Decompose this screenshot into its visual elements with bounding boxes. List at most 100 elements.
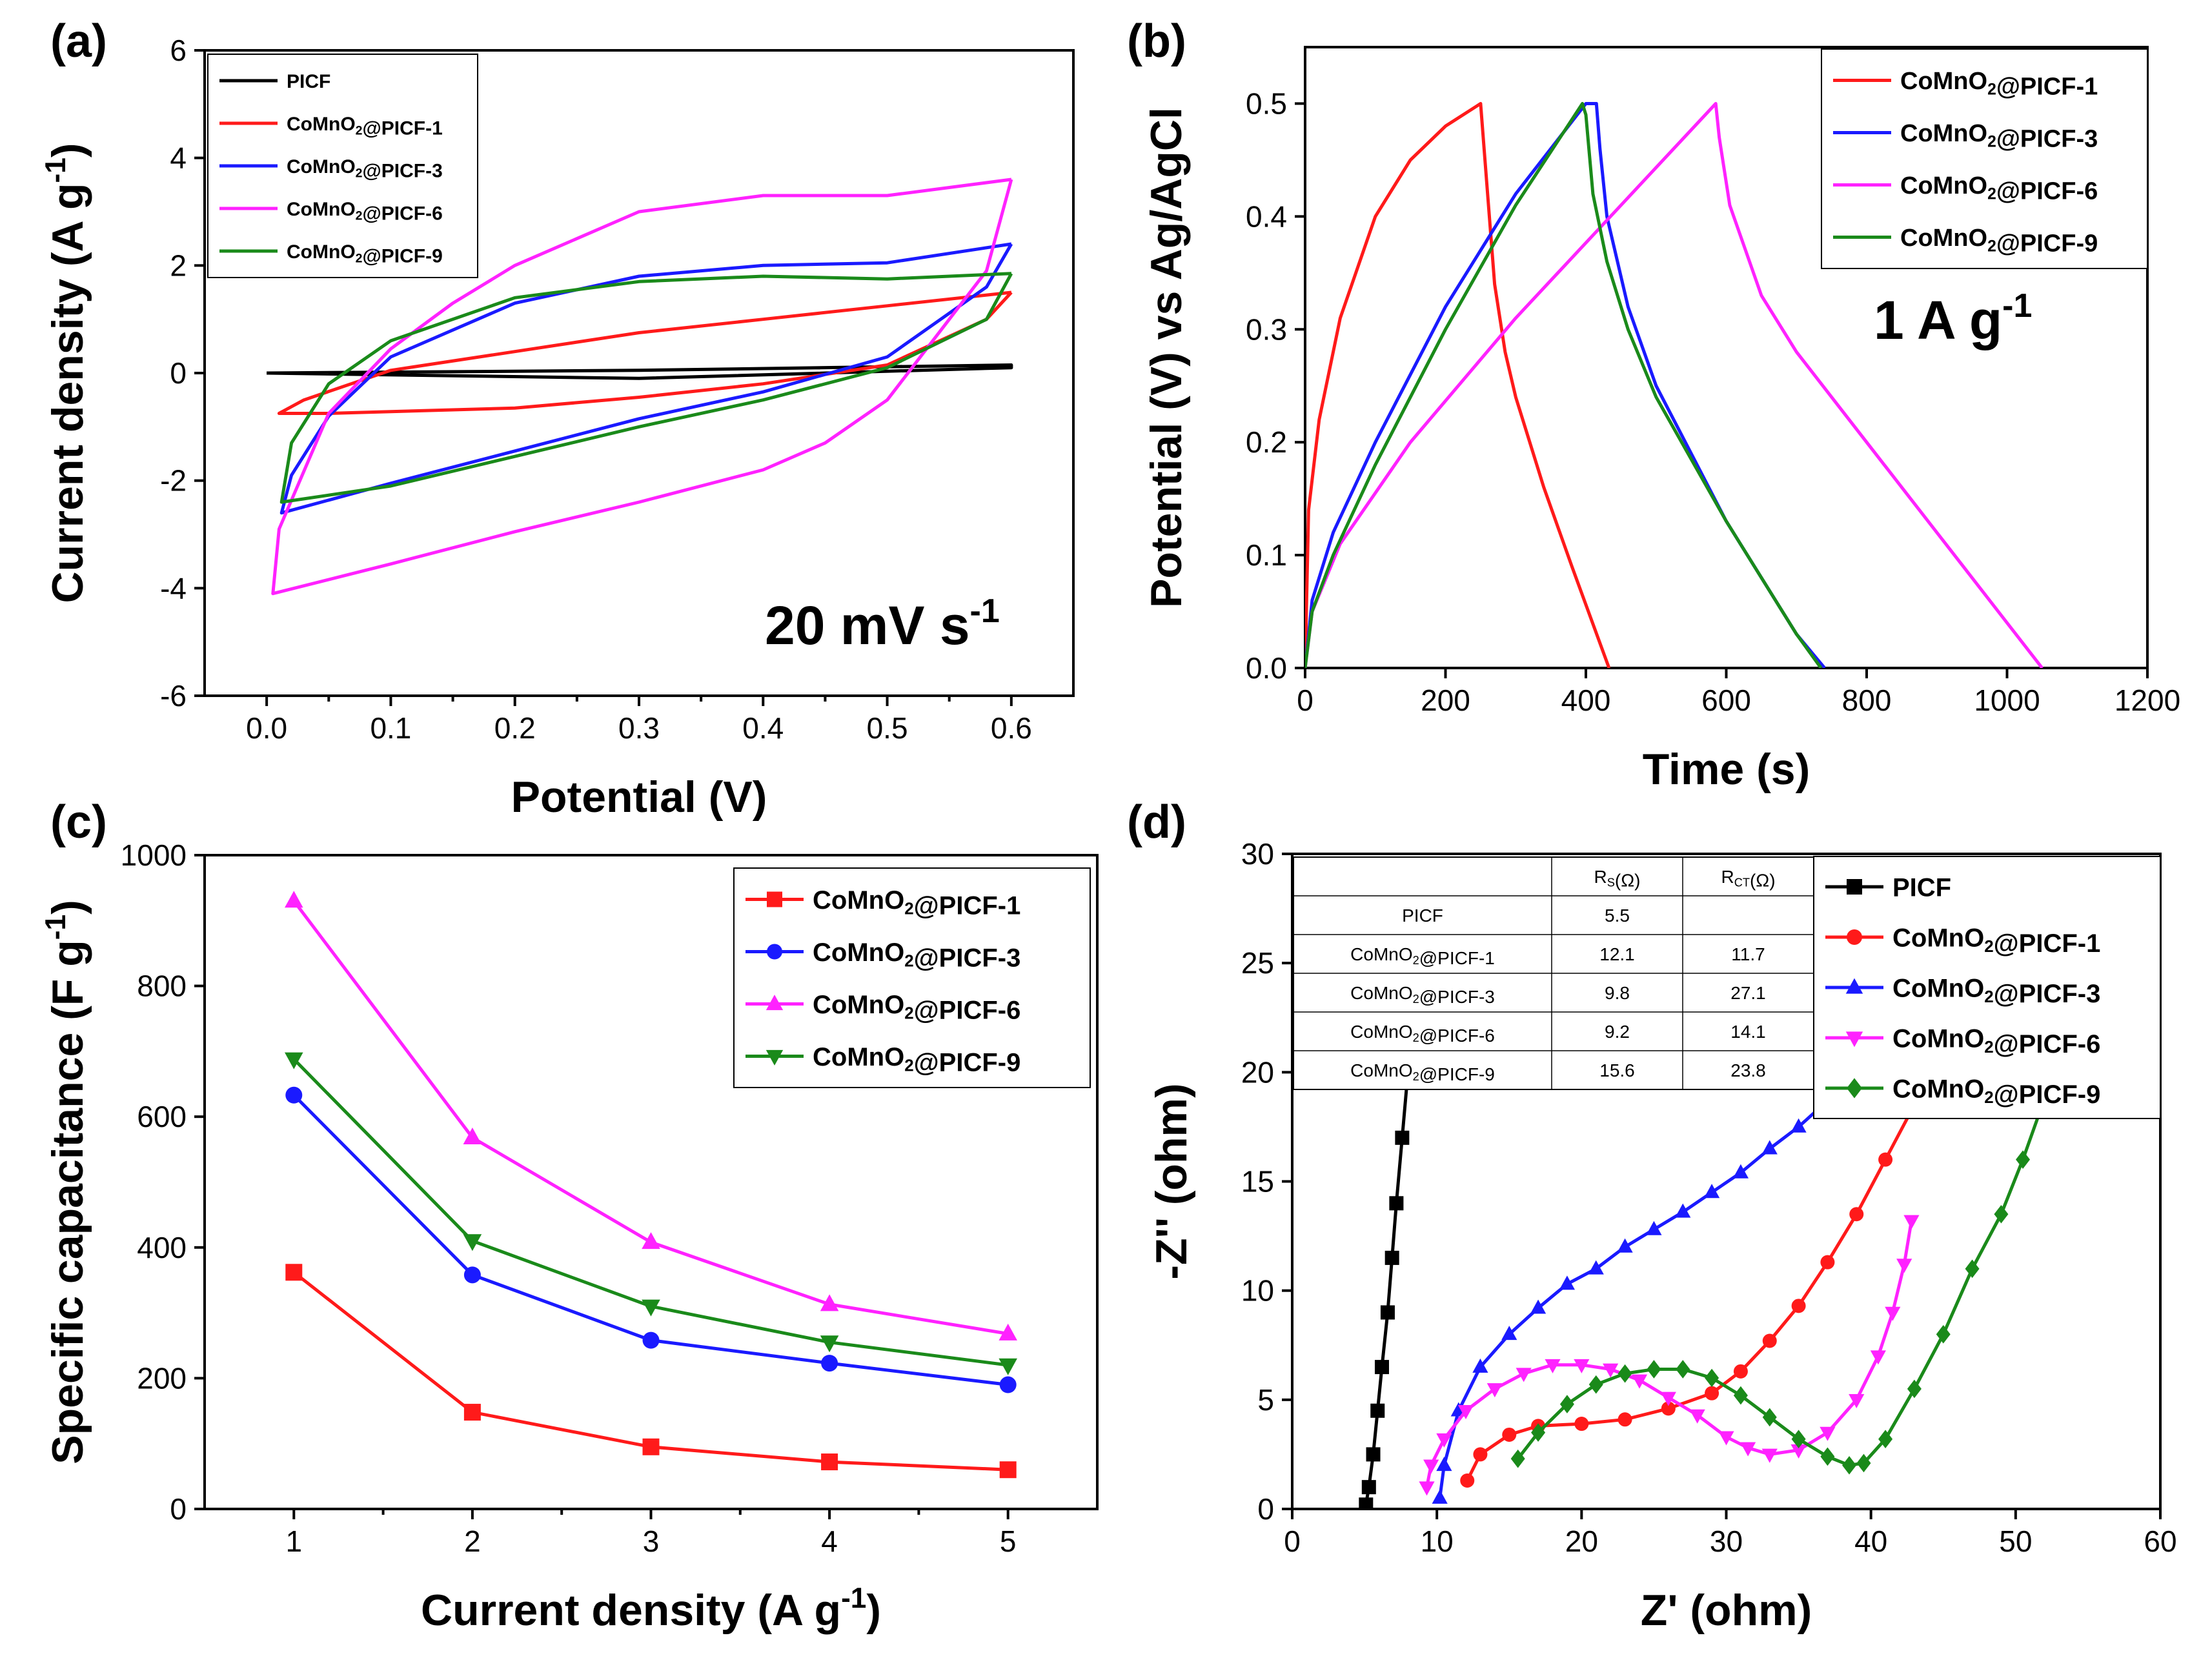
x-tick-label: 0.6 [991,711,1032,745]
data-point-comno2-picf-1 [1820,1255,1835,1270]
y-axis-label: -Z'' (ohm) [1147,1083,1196,1279]
data-point-comno2-picf-1 [1661,1401,1676,1416]
data-point-comno2-picf-1 [463,1404,481,1421]
data-point-comno2-picf-6 [1761,1448,1778,1463]
y-tick-label: -6 [160,679,187,713]
x-tick-label: 3 [643,1524,660,1558]
data-point-comno2-picf-1 [1473,1447,1488,1462]
y-tick-label: 0 [1257,1492,1274,1526]
legend-box [1821,48,2148,269]
data-point-comno2-picf-3 [1588,1260,1604,1275]
data-point-comno2-picf-1 [1618,1412,1632,1427]
x-tick-label: 0.5 [867,711,908,745]
data-point-comno2-picf-3 [1646,1220,1662,1235]
data-point-comno2-picf-6 [820,1294,839,1311]
data-point-comno2-picf-1 [1849,1207,1864,1222]
data-point-comno2-picf-1 [285,1264,303,1281]
series-line-comno2-picf-9 [279,272,1013,504]
inset-table-cell: 5.5 [1605,906,1630,926]
data-point-comno2-picf-9 [2016,1150,2031,1169]
data-point-comno2-picf-1 [1460,1473,1475,1488]
x-tick-label: 1000 [1974,683,2040,717]
legend-marker-comno2-picf-9 [766,1049,784,1066]
data-point-comno2-picf-6 [999,1323,1017,1341]
series-line-picf [1364,1072,1410,1505]
x-tick-label: 60 [2144,1524,2176,1558]
y-tick-label: -4 [160,571,187,605]
data-point-picf [1384,1250,1399,1265]
data-point-comno2-picf-3 [642,1331,660,1349]
x-tick-label: 1200 [2115,683,2180,717]
data-point-comno2-picf-1 [1733,1364,1748,1379]
data-point-comno2-picf-6 [1790,1444,1807,1459]
inset-table: RS(Ω) RCT(Ω) PICF 5.5 CoMnO2@PICF-1 12.1 11.7 C… [1293,856,1814,1090]
data-point-comno2-picf-9 [463,1234,482,1251]
inset-table-cell: 12.1 [1599,944,1635,964]
legend-marker-comno2-picf-9 [1847,1078,1862,1098]
data-point-picf [1395,1130,1410,1145]
y-tick-label: -2 [160,464,187,498]
data-point-comno2-picf-9 [1510,1449,1525,1468]
inset-table-cell: CoMnO2@PICF-6 [1350,1022,1495,1046]
data-point-comno2-picf-1 [821,1453,838,1471]
legend-panel-a: PICF CoMnO2@PICF-1 CoMnO2@PICF-3 CoMnO2@PIC… [207,54,478,278]
legend-label-comno2-picf-3: CoMnO2@PICF-3 [287,156,443,182]
inset-table-cell: PICF [1402,906,1443,926]
x-tick-label: 0 [1297,683,1314,717]
panel-a: 0.0 0.1 0.2 0.3 0.4 0.5 0.6 -6 -4 -2 0 2 4 6 Potential… [40,34,1075,822]
data-point-comno2-picf-9 [1618,1364,1632,1383]
legend-label-comno2-picf-9: CoMnO2@PICF-9 [1892,1075,2100,1109]
data-point-comno2-picf-1 [642,1438,660,1455]
data-point-comno2-picf-9 [1588,1375,1603,1394]
data-point-comno2-picf-9 [1842,1456,1857,1475]
current-density-annotation: 1 A g-1 [1874,287,2032,350]
data-point-comno2-picf-6 [1849,1394,1865,1409]
panel-d-label: (d) [1127,796,1186,848]
y-tick-label: 30 [1241,837,1274,871]
data-point-comno2-picf-6 [463,1128,482,1145]
legend-label-comno2-picf-9: CoMnO2@PICF-9 [813,1043,1020,1077]
legend-panel-d: PICF CoMnO2@PICF-1 CoMnO2@PICF-3 CoMnO2@PIC… [1813,856,2161,1119]
data-point-comno2-picf-6 [1718,1431,1734,1446]
x-axis-label: Time (s) [1643,745,1810,794]
data-point-comno2-picf-6 [1545,1359,1561,1373]
data-point-picf [1366,1447,1381,1462]
x-tick-label: 0.4 [742,711,784,745]
data-point-comno2-picf-6 [1885,1306,1901,1321]
legend-label-picf: PICF [1892,873,1951,902]
series-line-comno2-picf-9 [1516,1098,2047,1467]
data-point-comno2-picf-3 [1675,1203,1691,1218]
data-point-comno2-picf-3 [1432,1489,1448,1504]
x-tick-label: 400 [1561,683,1611,717]
data-point-comno2-picf-3 [1617,1238,1633,1253]
inset-table-cell: 27.1 [1730,983,1766,1003]
x-tick-label: 40 [1854,1524,1887,1558]
inset-table-header: RCT(Ω) [1721,867,1775,891]
panel-a-label: (a) [50,15,107,67]
data-point-comno2-picf-9 [1936,1325,1951,1344]
data-point-comno2-picf-6 [1423,1459,1439,1474]
series-line-comno2-picf-1 [277,290,1013,415]
data-point-comno2-picf-6 [1516,1368,1532,1382]
data-point-comno2-picf-1 [1762,1333,1777,1348]
x-tick-label: 800 [1842,683,1892,717]
data-point-comno2-picf-9 [285,1052,303,1069]
data-point-picf [1389,1196,1404,1211]
inset-table-cell: 11.7 [1731,944,1765,964]
y-axis-label: Potential (V) vs Ag/AgCl [1142,107,1191,608]
data-point-comno2-picf-9 [1733,1386,1748,1405]
y-tick-label: 5 [1257,1383,1274,1417]
data-point-comno2-picf-9 [820,1335,839,1353]
data-point-comno2-picf-9 [1907,1379,1922,1399]
data-point-comno2-picf-6 [285,891,303,908]
panel-b: 0 200 400 600 800 1000 1200 0.0 0.1 0.2 0.3 0.4 0.5 T… [1142,46,2180,794]
y-tick-label: 15 [1241,1165,1274,1199]
y-tick-label: 25 [1241,946,1274,980]
legend-panel-c: CoMnO2@PICF-1 CoMnO2@PICF-3 CoMnO2@PICF-6 C… [733,867,1091,1088]
data-point-comno2-picf-3 [463,1266,481,1284]
data-point-comno2-picf-1 [1574,1417,1589,1432]
y-tick-label: 0.4 [1246,199,1287,233]
series-line-comno2-picf-9 [292,1058,1009,1367]
x-axis-label: Current density (A g-1) [421,1583,881,1635]
